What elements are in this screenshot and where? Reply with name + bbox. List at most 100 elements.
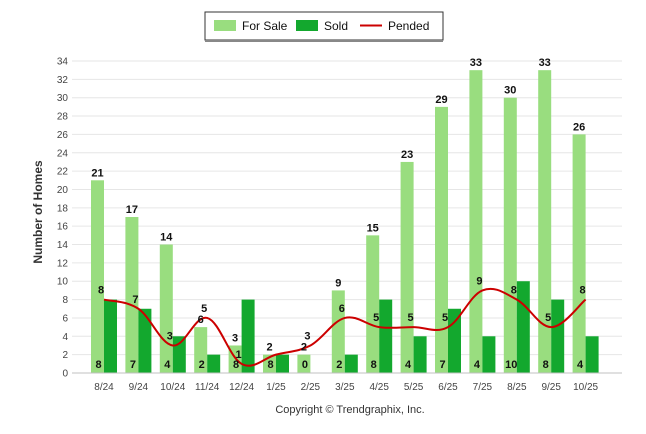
x-tick-label: 11/24 <box>195 382 220 393</box>
label-for-sale: 33 <box>470 57 482 69</box>
label-for-sale: 26 <box>573 121 585 133</box>
bar-sold[interactable] <box>379 299 393 373</box>
bar-for-sale[interactable] <box>400 161 414 373</box>
x-tick-label: 9/24 <box>129 382 149 393</box>
label-for-sale: 17 <box>126 204 138 216</box>
label-pended: 8 <box>580 285 586 297</box>
label-sold: 4 <box>164 359 171 371</box>
bar-sold[interactable] <box>413 336 427 373</box>
label-sold: 4 <box>577 359 584 371</box>
label-pended: 5 <box>201 303 207 315</box>
legend-swatch-sold[interactable] <box>296 20 318 31</box>
bar-sold[interactable] <box>482 336 496 373</box>
label-pended: 5 <box>373 312 379 324</box>
label-sold: 8 <box>371 359 377 371</box>
label-pended: 3 <box>304 330 310 342</box>
y-tick-label: 22 <box>57 167 69 178</box>
label-pended: 9 <box>476 275 482 287</box>
y-tick-label: 28 <box>57 112 69 123</box>
label-for-sale: 21 <box>91 167 103 179</box>
label-sold: 7 <box>439 359 445 371</box>
bar-for-sale[interactable] <box>538 70 552 374</box>
bar-for-sale[interactable] <box>366 235 380 373</box>
y-tick-label: 2 <box>62 350 68 361</box>
bar-for-sale[interactable] <box>159 244 173 373</box>
bar-for-sale[interactable] <box>297 354 311 373</box>
x-tick-label: 1/25 <box>266 382 286 393</box>
label-sold: 8 <box>95 359 101 371</box>
bar-for-sale[interactable] <box>125 217 139 373</box>
bar-sold[interactable] <box>585 336 599 373</box>
label-sold: 8 <box>233 359 239 371</box>
y-tick-label: 34 <box>57 57 69 68</box>
x-tick-label: 8/25 <box>507 382 527 393</box>
bar-sold[interactable] <box>207 354 221 373</box>
x-tick-label: 7/25 <box>473 382 493 393</box>
y-tick-label: 4 <box>62 332 68 343</box>
legend-swatch-for-sale[interactable] <box>214 20 236 31</box>
bar-for-sale[interactable] <box>435 106 448 373</box>
bar-sold[interactable] <box>172 336 186 373</box>
x-tick-label: 4/25 <box>369 382 389 393</box>
bar-sold[interactable] <box>551 299 565 373</box>
x-tick-label: 12/24 <box>229 382 254 393</box>
label-for-sale: 29 <box>435 94 447 106</box>
label-for-sale: 6 <box>198 314 204 326</box>
label-pended: 6 <box>339 303 345 315</box>
label-sold: 2 <box>199 359 205 371</box>
y-tick-label: 12 <box>57 258 69 269</box>
bar-sold[interactable] <box>448 308 461 373</box>
y-tick-label: 8 <box>62 295 68 306</box>
y-tick-label: 14 <box>57 240 69 251</box>
label-for-sale: 33 <box>539 57 551 69</box>
label-pended: 5 <box>442 312 448 324</box>
legend-label-sold[interactable]: Sold <box>324 19 348 33</box>
x-tick-label: 9/25 <box>541 382 561 393</box>
bar-sold[interactable] <box>276 354 289 373</box>
bar-for-sale[interactable] <box>572 134 586 373</box>
label-pended: 8 <box>511 285 517 297</box>
y-tick-label: 6 <box>62 313 68 324</box>
bar-sold[interactable] <box>104 299 117 373</box>
bar-sold[interactable] <box>138 308 152 373</box>
y-tick-label: 18 <box>57 203 69 214</box>
label-for-sale: 2 <box>266 342 272 354</box>
label-pended: 7 <box>132 294 138 306</box>
label-for-sale: 14 <box>160 232 173 244</box>
y-axis-title: Number of Homes <box>31 160 45 264</box>
label-sold: 4 <box>405 359 412 371</box>
label-pended: 5 <box>545 312 551 324</box>
label-for-sale: 9 <box>335 277 341 289</box>
bar-for-sale[interactable] <box>91 180 104 373</box>
bar-for-sale[interactable] <box>469 70 483 374</box>
y-tick-label: 30 <box>57 93 69 104</box>
label-pended: 3 <box>167 330 173 342</box>
y-tick-label: 16 <box>57 222 69 233</box>
legend-label-pended[interactable]: Pended <box>388 19 429 33</box>
label-sold: 8 <box>543 359 549 371</box>
label-pended: 5 <box>408 312 414 324</box>
label-for-sale: 3 <box>232 332 238 344</box>
bar-for-sale[interactable] <box>331 290 345 373</box>
y-tick-label: 10 <box>57 277 69 288</box>
label-sold: 2 <box>336 359 342 371</box>
y-tick-label: 24 <box>57 148 69 159</box>
label-for-sale: 30 <box>504 85 516 97</box>
x-tick-label: 8/24 <box>94 382 114 393</box>
label-for-sale: 15 <box>367 222 379 234</box>
label-sold: 10 <box>505 359 517 371</box>
legend-label-for-sale[interactable]: For Sale <box>242 19 288 33</box>
bar-for-sale[interactable] <box>503 97 517 374</box>
y-tick-label: 26 <box>57 130 69 141</box>
bar-sold[interactable] <box>241 299 255 373</box>
bar-sold[interactable] <box>516 281 530 373</box>
legend-box <box>204 11 444 41</box>
x-tick-label: 10/25 <box>573 382 598 393</box>
y-tick-label: 32 <box>57 75 69 86</box>
x-tick-label: 6/25 <box>438 382 458 393</box>
bar-for-sale[interactable] <box>194 327 208 373</box>
bar-sold[interactable] <box>344 354 358 373</box>
pended-line[interactable] <box>103 287 587 367</box>
